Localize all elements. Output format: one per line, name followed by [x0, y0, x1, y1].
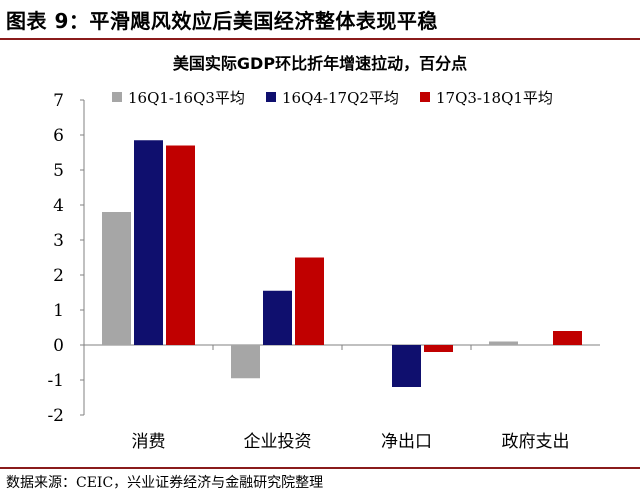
legend-label-2: 16Q4-17Q2平均	[282, 89, 399, 107]
bar-3-4	[553, 331, 582, 345]
bar-2-1	[134, 140, 163, 345]
header-rule	[0, 38, 640, 40]
bar-3-3	[424, 345, 453, 352]
bar-2-3	[392, 345, 421, 387]
y-tick-label: 6	[53, 126, 64, 146]
bar-1-4	[489, 341, 518, 345]
bar-3-1	[166, 145, 195, 345]
y-tick-label: -2	[47, 406, 64, 426]
chart-title: 美国实际GDP环比折年增速拉动，百分点	[172, 54, 468, 73]
bar-3-2	[295, 257, 324, 345]
y-tick-label: -1	[47, 371, 64, 391]
bar-1-1	[102, 212, 131, 345]
y-tick-label: 7	[53, 91, 64, 111]
legend-swatch-3	[420, 92, 430, 102]
figure-header: 图表 9：平滑飓风效应后美国经济整体表现平稳	[0, 0, 640, 40]
bar-1-2	[231, 345, 260, 379]
y-tick-label: 1	[53, 301, 64, 321]
legend-label-1: 16Q1-16Q3平均	[128, 89, 245, 107]
x-tick-label: 企业投资	[244, 432, 312, 452]
y-tick-label: 3	[53, 231, 64, 251]
bar-2-2	[263, 290, 292, 345]
source-note: 数据来源：CEIC，兴业证券经济与金融研究院整理	[6, 475, 324, 491]
y-tick-label: 2	[53, 266, 64, 286]
legend-swatch-1	[112, 92, 122, 102]
y-tick-label: 0	[53, 336, 64, 356]
legend-swatch-2	[266, 92, 276, 102]
y-tick-label: 5	[53, 161, 64, 181]
footer-rule	[0, 467, 640, 469]
x-tick-label: 消费	[132, 432, 166, 452]
legend-label-3: 17Q3-18Q1平均	[436, 89, 553, 107]
figure-title: 图表 9：平滑飓风效应后美国经济整体表现平稳	[6, 9, 438, 33]
x-tick-label: 政府支出	[502, 432, 570, 452]
x-tick-label: 净出口	[381, 432, 432, 452]
y-tick-label: 4	[53, 196, 64, 216]
